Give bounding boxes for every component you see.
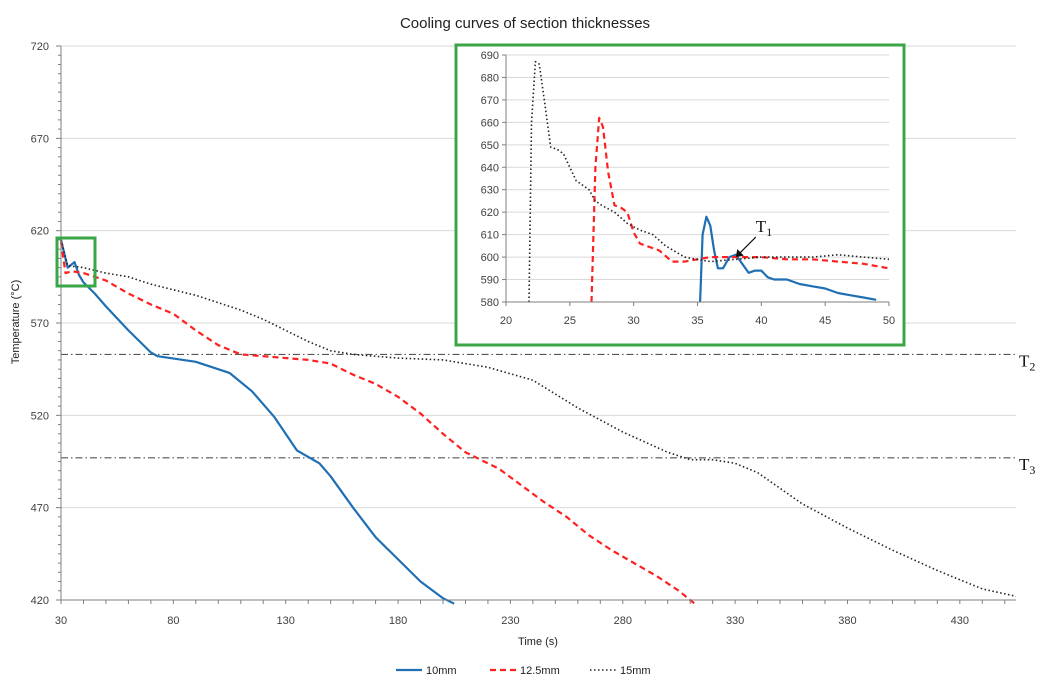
x-tick-label: 180	[389, 615, 407, 627]
y-tick-label: 720	[31, 41, 49, 53]
inset-axes	[502, 54, 890, 306]
inset-x-tick-label: 35	[691, 315, 703, 327]
main-series	[59, 239, 1017, 605]
main-axes	[56, 45, 1016, 604]
y-tick-label: 420	[31, 595, 49, 607]
inset-chart: 580 590 600 610 620 630 640 650 660 670 680 690 20 25…	[454, 43, 906, 347]
inset-y-tick-label: 670	[481, 95, 499, 107]
inset-grid	[506, 54, 889, 281]
inset-y-tick-label: 640	[481, 162, 499, 174]
series-line-15mm	[60, 239, 1017, 598]
reference-line-subscript: 3	[1029, 463, 1035, 477]
inset-series-line-12-5mm	[590, 116, 890, 303]
inset-y-tick-label: 610	[481, 230, 499, 242]
x-tick-label: 130	[277, 615, 295, 627]
inset-y-tick-label: 590	[481, 275, 499, 287]
chart-title: Cooling curves of section thicknesses	[400, 15, 650, 32]
legend-label-15mm: 15mm	[620, 665, 651, 677]
inset-y-tick-label: 650	[481, 140, 499, 152]
inset-series-line-15mm	[528, 60, 890, 303]
reference-line-subscript: 2	[1029, 359, 1035, 373]
reference-lines: T2 T3	[61, 351, 1035, 477]
inset-y-tick-label: 620	[481, 207, 499, 219]
inset-series	[528, 60, 890, 303]
inset-y-tick-label: 600	[481, 252, 499, 264]
inset-x-tick-label: 20	[500, 315, 512, 327]
x-tick-label: 330	[726, 615, 744, 627]
inset-y-tick-label: 630	[481, 185, 499, 197]
zoom-region-box	[55, 236, 97, 288]
inset-frame	[454, 43, 906, 347]
x-tick-label: 430	[951, 615, 969, 627]
inset-y-tick-label: 660	[481, 117, 499, 129]
x-axis-label: Time (s)	[518, 636, 558, 648]
inset-x-tick-label: 40	[755, 315, 767, 327]
inset-series-line-10mm	[699, 215, 877, 303]
legend-label-10mm: 10mm	[426, 665, 457, 677]
annotation-arrow-line	[737, 236, 757, 256]
y-tick-label: 470	[31, 503, 49, 515]
inset-y-tick-label: 680	[481, 72, 499, 84]
reference-line-label: T3	[1019, 455, 1035, 477]
y-tick-label: 620	[31, 226, 49, 238]
legend: 10mm 12.5mm 15mm	[396, 665, 651, 677]
legend-label-12-5mm: 12.5mm	[520, 665, 560, 677]
series-line-12-5mm	[59, 241, 696, 605]
y-tick-label: 670	[31, 133, 49, 145]
inset-x-tick-label: 30	[628, 315, 640, 327]
inset-y-tick-label: 580	[481, 297, 499, 309]
inset-x-tick-label: 50	[883, 315, 895, 327]
y-axis-label: Temperature (°C)	[10, 280, 22, 364]
x-tick-label: 30	[55, 615, 67, 627]
x-tick-label: 80	[167, 615, 179, 627]
y-tick-label: 570	[31, 318, 49, 330]
x-tick-label: 230	[501, 615, 519, 627]
series-line-10mm	[59, 239, 455, 605]
inset-x-tick-label: 45	[819, 315, 831, 327]
annotation-arrow-head	[735, 249, 744, 258]
x-tick-label: 380	[838, 615, 856, 627]
inset-x-tick-label: 25	[564, 315, 576, 327]
x-tick-label: 280	[614, 615, 632, 627]
y-tick-label: 520	[31, 410, 49, 422]
reference-line-label: T2	[1019, 351, 1035, 373]
annotation-subscript: 1	[766, 225, 772, 239]
inset-tick-labels: 580 590 600 610 620 630 640 650 660 670 680 690 20 25…	[481, 50, 895, 327]
inset-y-tick-label: 690	[481, 50, 499, 62]
